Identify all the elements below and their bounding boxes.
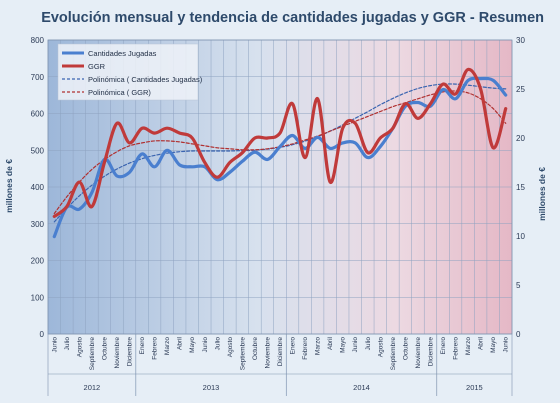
series-lines	[52, 67, 508, 239]
x-tick-label: Octubre	[101, 337, 108, 361]
series-line-ggr	[52, 67, 508, 218]
chart-title: Evolución mensual y tendencia de cantida…	[41, 10, 544, 26]
legend-label: Cantidades Jugadas	[88, 49, 157, 58]
y-tick-label-left: 800	[31, 36, 45, 45]
year-label: 2014	[353, 383, 370, 392]
year-label: 2013	[203, 383, 220, 392]
y-tick-label-right: 15	[516, 183, 525, 192]
y-tick-label-left: 700	[31, 73, 45, 82]
legend: Cantidades Jugadas GGR Polinómica ( Cantid…	[57, 43, 203, 101]
y-tick-label-left: 100	[31, 293, 45, 302]
legend-label: Polinómica ( GGR)	[88, 88, 151, 97]
x-tick-label: Julio	[214, 337, 221, 351]
x-tick-label: Junio	[51, 337, 58, 353]
y-tick-label-left: 300	[31, 220, 45, 229]
x-tick-label: Septiembre	[239, 337, 246, 371]
x-tick-label: Abril	[177, 336, 184, 350]
x-tick-label: Julio	[64, 337, 71, 351]
legend-label: GGR	[88, 62, 106, 71]
x-tick-label: Mayo	[189, 337, 196, 353]
x-tick-label: Septiembre	[89, 337, 96, 371]
x-tick-label: Octubre	[402, 337, 409, 361]
x-tick-label: Febrero	[152, 337, 159, 360]
x-tick-label: Octubre	[252, 337, 259, 361]
y-tick-label-right: 20	[516, 134, 525, 143]
x-tick-label: Abril	[478, 336, 485, 350]
y-axis-label-left: millones de €	[4, 159, 14, 213]
plot-frame	[47, 39, 513, 335]
x-tick-label: Junio	[503, 337, 510, 353]
y-axis-label-right: millones de €	[537, 167, 547, 221]
left-y-axis: 0 100 200 300 400 500 600 700 800	[31, 36, 45, 339]
x-axis: Junio Julio Agosto Septiembre Octubre Noviemb…	[47, 334, 513, 396]
x-tick-label: Diciembre	[427, 337, 434, 367]
year-label: 2012	[84, 383, 101, 392]
x-tick-label: Marzo	[315, 337, 322, 355]
x-tick-label: Diciembre	[277, 337, 284, 367]
x-tick-label: Agosto	[227, 337, 234, 358]
x-tick-label: Enero	[440, 337, 447, 355]
x-tick-label: Agosto	[76, 337, 83, 358]
x-tick-label: Junio	[202, 337, 209, 353]
y-tick-label-right: 30	[516, 36, 525, 45]
x-tick-label: Noviembre	[114, 337, 121, 369]
x-tick-label: Mayo	[490, 337, 497, 353]
right-y-axis: 0 5 10 15 20 25 30	[516, 36, 525, 339]
x-tick-label: Abril	[327, 336, 334, 350]
y-tick-label-right: 10	[516, 232, 525, 241]
x-tick-label: Julio	[365, 337, 372, 351]
y-tick-label-left: 200	[31, 257, 45, 266]
y-tick-label-left: 500	[31, 146, 45, 155]
y-tick-label-right: 0	[516, 330, 521, 339]
x-tick-label: Agosto	[377, 337, 384, 358]
x-tick-label: Febrero	[453, 337, 460, 360]
x-tick-label: Noviembre	[264, 337, 271, 369]
y-tick-label-right: 5	[516, 281, 521, 290]
y-tick-label-right: 25	[516, 85, 525, 94]
legend-label: Polinómica ( Cantidades Jugadas)	[88, 75, 203, 84]
x-tick-label: Enero	[290, 337, 297, 355]
x-tick-label: Septiembre	[390, 337, 397, 371]
x-tick-label: Junio	[352, 337, 359, 353]
x-tick-label: Diciembre	[127, 337, 134, 367]
y-tick-label-left: 0	[40, 330, 45, 339]
x-tick-label: Febrero	[302, 337, 309, 360]
x-tick-label: Noviembre	[415, 337, 422, 369]
x-tick-label: Marzo	[465, 337, 472, 355]
year-label: 2015	[466, 383, 483, 392]
x-tick-label: Marzo	[164, 337, 171, 355]
y-tick-label-left: 400	[31, 183, 45, 192]
y-tick-label-left: 600	[31, 110, 45, 119]
x-tick-label: Enero	[139, 337, 146, 355]
x-tick-label: Mayo	[340, 337, 347, 353]
